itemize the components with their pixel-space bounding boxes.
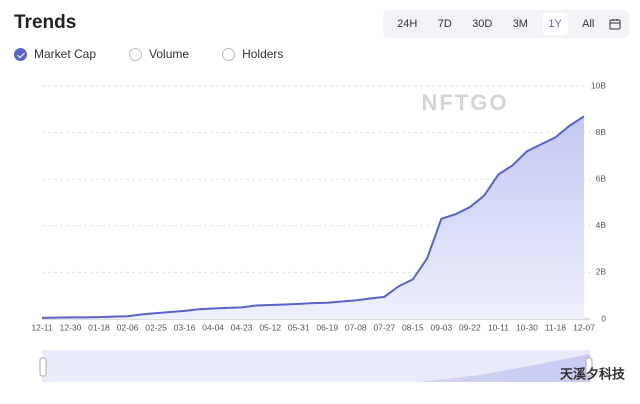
calendar-icon[interactable] bbox=[609, 18, 621, 30]
x-tick-label: 02-25 bbox=[145, 322, 167, 332]
title: Trends bbox=[14, 12, 77, 33]
x-tick-label: 05-12 bbox=[259, 322, 281, 332]
range-button[interactable]: All bbox=[582, 18, 595, 30]
range-button[interactable]: 30D bbox=[472, 18, 493, 30]
area bbox=[42, 116, 584, 319]
radio-dot bbox=[14, 47, 27, 61]
metric-option[interactable]: Market Cap bbox=[14, 47, 96, 61]
y-tick-label: 2B bbox=[596, 267, 607, 277]
x-tick-label: 12-07 bbox=[573, 322, 595, 332]
x-tick-label: 09-22 bbox=[459, 322, 481, 332]
x-tick-label: 04-23 bbox=[231, 322, 253, 332]
metric-label: Market Cap bbox=[34, 47, 97, 61]
x-tick-label: 03-16 bbox=[174, 322, 196, 332]
x-tick-label: 12-30 bbox=[60, 322, 82, 332]
x-tick-label: 05-31 bbox=[288, 322, 310, 332]
x-tick-label: 02-06 bbox=[117, 322, 139, 332]
x-tick-label: 07-27 bbox=[373, 322, 395, 332]
metric-label: Holders bbox=[242, 47, 284, 61]
navigator-handle[interactable] bbox=[585, 357, 593, 377]
navigator-area bbox=[42, 354, 590, 382]
footer-watermark: 天溪夕科技 bbox=[560, 366, 626, 381]
y-tick-label: 4B bbox=[596, 220, 607, 230]
metric-label: Volume bbox=[149, 47, 190, 61]
line bbox=[41, 115, 585, 319]
metric-option[interactable]: Volume bbox=[129, 47, 189, 61]
x-tick-label: 12-11 bbox=[31, 322, 52, 332]
x-tick-label: 10-30 bbox=[516, 322, 538, 332]
watermark: NFTGO bbox=[422, 90, 509, 115]
x-tick-label: 11-18 bbox=[545, 322, 566, 332]
radio-dot bbox=[222, 47, 236, 61]
navigator-handle[interactable] bbox=[39, 357, 47, 377]
range-selector: 24H 7D 30D 3M 1Y All bbox=[383, 10, 629, 38]
range-button[interactable]: 24H bbox=[397, 18, 418, 30]
x-tick-label: 09-03 bbox=[430, 322, 452, 332]
y-tick-label: 0 bbox=[601, 313, 606, 323]
x-tick-label: 08-15 bbox=[402, 322, 424, 332]
x-tick-label: 07-08 bbox=[345, 322, 367, 332]
y-tick-label: 6B bbox=[596, 173, 607, 183]
x-tick-label: 10-11 bbox=[488, 322, 509, 332]
y-tick-label: 10B bbox=[591, 80, 606, 90]
x-tick-label: 01-18 bbox=[88, 322, 110, 332]
range-button[interactable]: 3M bbox=[512, 18, 528, 30]
radio-dot bbox=[129, 47, 143, 61]
metric-option[interactable]: Holders bbox=[222, 47, 283, 61]
x-tick-label: 06-19 bbox=[316, 322, 338, 332]
x-tick-label: 04-04 bbox=[202, 322, 224, 332]
range-button[interactable]: 1Y bbox=[542, 13, 568, 35]
metric-selector: Market Cap Volume Holders bbox=[14, 47, 316, 61]
range-button[interactable]: 7D bbox=[437, 18, 452, 30]
y-tick-label: 8B bbox=[596, 127, 607, 137]
